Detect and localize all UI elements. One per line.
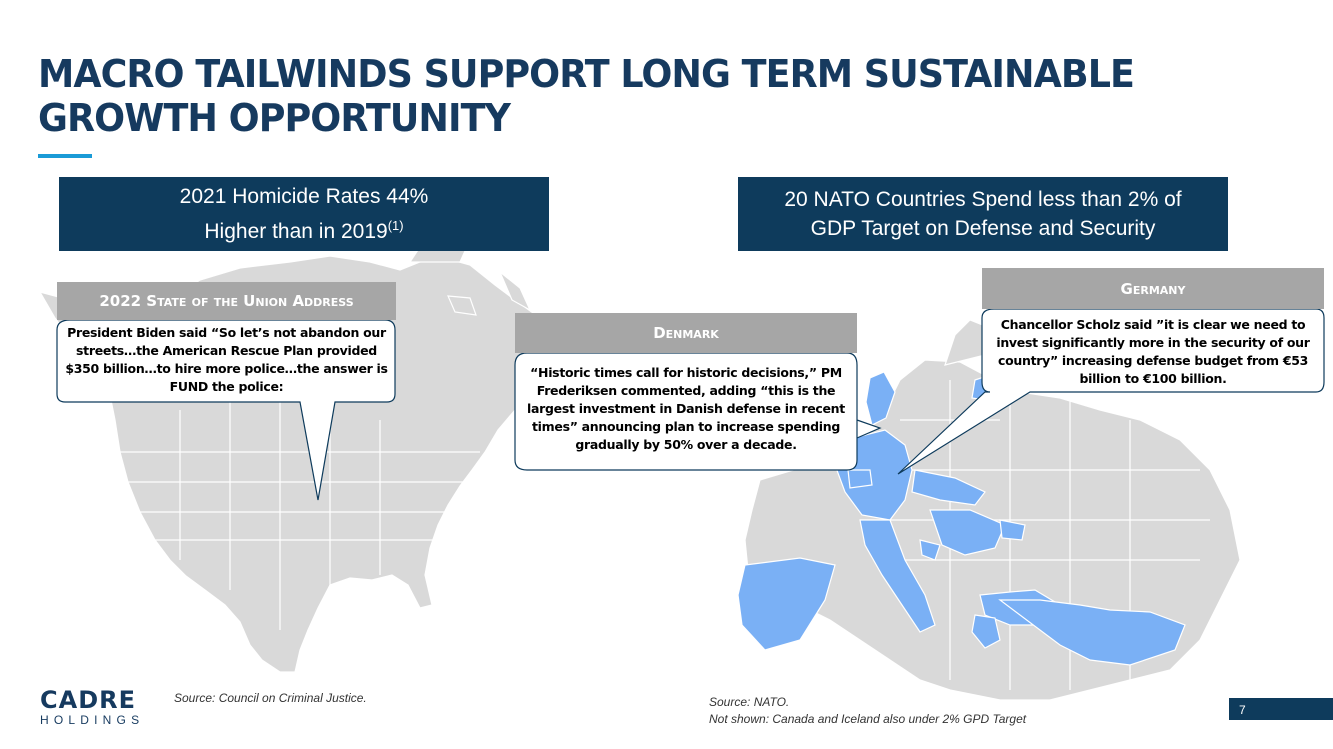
cadre-logo: CADRE HOLDINGS <box>40 688 150 728</box>
sotu-header: 2022 State of the Union Address <box>57 282 396 320</box>
nato-banner-line1: 20 NATO Countries Spend less than 2% of <box>784 188 1182 211</box>
logo-subtitle: HOLDINGS <box>40 713 145 727</box>
page-number: 7 <box>1229 698 1333 720</box>
homicide-banner-line2-text: Higher than in 2019 <box>204 220 388 243</box>
callout-bubbles <box>56 308 1325 501</box>
source-left: Source: Council on Criminal Justice. <box>174 691 367 705</box>
denmark-header: Denmark <box>515 313 857 353</box>
homicide-banner-line1: 2021 Homicide Rates 44% <box>179 185 429 208</box>
source-right-line1: Source: NATO. <box>709 695 790 709</box>
logo-wordmark: CADRE <box>40 686 136 714</box>
slide-title: MACRO TAILWINDS SUPPORT LONG TERM SUSTAI… <box>38 52 1190 140</box>
source-right: Source: NATO. Not shown: Canada and Icel… <box>709 694 1026 728</box>
title-line-1: MACRO TAILWINDS SUPPORT LONG TERM SUSTAI… <box>38 52 1135 96</box>
source-right-line2: Not shown: Canada and Iceland also under… <box>709 712 1027 726</box>
denmark-quote: “Historic times call for historic decisi… <box>527 365 845 452</box>
germany-quote: Chancellor Scholz said ”it is clear we n… <box>996 317 1310 386</box>
footnote-marker: (1) <box>387 218 404 233</box>
nato-banner: 20 NATO Countries Spend less than 2% of … <box>738 177 1228 251</box>
sotu-quote: President Biden said “So let’s not aband… <box>65 325 388 394</box>
title-line-2: GROWTH OPPORTUNITY <box>38 96 511 140</box>
nato-banner-line2: GDP Target on Defense and Security <box>810 217 1156 240</box>
title-accent-rule <box>38 154 92 158</box>
homicide-banner: 2021 Homicide Rates 44% Higher than in 2… <box>59 177 549 251</box>
homicide-banner-line2: Higher than in 2019(1) <box>59 211 549 246</box>
germany-header: Germany <box>982 268 1324 309</box>
